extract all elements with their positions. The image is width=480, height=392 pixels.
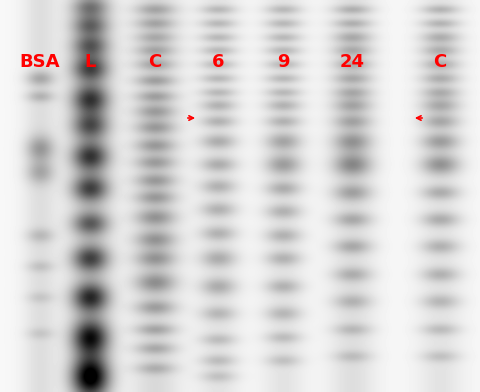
Text: 24: 24 bbox=[339, 53, 364, 71]
Text: BSA: BSA bbox=[20, 53, 60, 71]
Text: C: C bbox=[148, 53, 162, 71]
Text: C: C bbox=[433, 53, 446, 71]
Text: 6: 6 bbox=[212, 53, 224, 71]
Text: L: L bbox=[84, 53, 96, 71]
Text: 9: 9 bbox=[277, 53, 289, 71]
